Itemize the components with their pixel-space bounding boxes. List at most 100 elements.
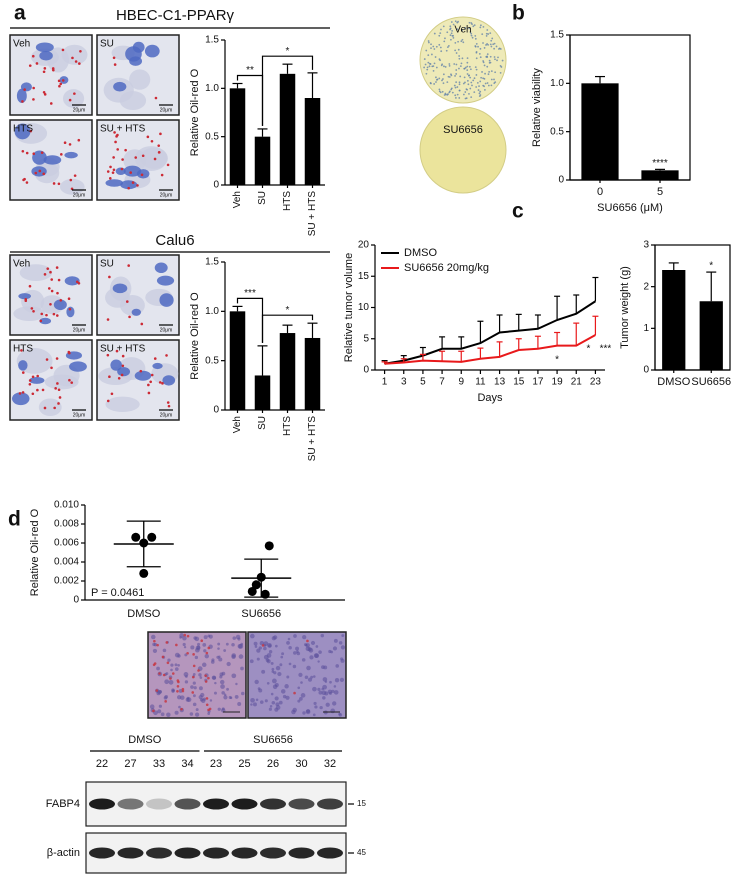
tissue-nucleus [201,662,207,668]
colony [441,79,443,82]
colony [470,81,473,84]
micrograph-label: HTS [13,344,33,355]
colony [496,59,498,62]
tissue-nucleus [315,645,319,648]
colony [446,81,449,84]
colony [477,45,479,48]
nucleus [53,299,67,311]
tissue-nucleus [231,642,235,647]
y-tick-label: 0.006 [54,538,79,549]
lipid-droplet [121,364,125,368]
colony [488,59,491,62]
colony [426,66,429,69]
tissue-nucleus [285,695,290,700]
lipid-droplet [114,140,117,144]
colony [430,43,432,46]
colony [479,56,482,59]
colony [455,81,458,84]
x-tick-label: 5 [420,377,426,388]
colony [482,25,485,28]
colony [456,21,459,24]
lipid-droplet [41,388,45,392]
lipid-droplet [106,318,110,321]
colony [483,47,486,49]
significance: * [709,261,713,272]
tissue-nucleus [249,659,254,664]
colony [458,81,461,84]
colony [454,49,457,52]
tissue-nucleus [223,693,227,696]
colony [482,42,484,44]
tissue-nucleus [209,699,213,702]
colony [449,25,452,28]
tissue-lipid [155,689,159,692]
nucleus [43,155,62,165]
colony [435,81,437,83]
tissue-nucleus [170,663,174,667]
lane-label: 30 [295,758,307,770]
tissue-nucleus [310,675,314,679]
lipid-droplet [45,358,49,361]
p-value: P = 0.0461 [91,587,144,599]
micrograph-label: SU [100,259,114,270]
lipid-droplet [78,62,81,65]
tissue-lipid [177,680,180,684]
lipid-droplet [106,353,110,357]
lipid-droplet [150,139,154,143]
tissue-nucleus [338,713,343,717]
colony [480,76,483,79]
significance: * [286,46,290,57]
y-tick-label: 0 [363,365,369,376]
nucleus [64,151,78,159]
x-tick-label: SU [257,191,268,205]
tissue-lipid [181,687,185,691]
x-tick-label: 23 [590,377,602,388]
lipid-droplet [42,70,46,74]
tissue-nucleus [152,648,158,654]
tissue-nucleus [223,649,227,652]
colony [423,58,426,60]
colony [470,34,473,37]
y-tick-label: 1 [643,323,649,334]
lane-label: 32 [324,758,336,770]
lipid-droplet [140,322,144,326]
lipid-droplet [67,297,71,301]
tissue-lipid [186,634,190,638]
scale-bar-label: 20μm [73,327,86,333]
tissue-nucleus [182,635,187,641]
colony [484,89,486,91]
y-tick-label: 2 [643,281,649,292]
y-tick-label: 1.5 [205,35,219,46]
micrograph-label: SU + HTS [100,344,146,355]
colony [433,83,436,85]
tissue-nucleus [321,687,324,691]
colony [471,36,474,39]
colony [471,23,473,25]
nucleus [14,123,31,140]
colony [466,61,469,64]
cytoplasm [119,91,147,111]
tissue-nucleus [322,696,326,700]
colony [470,32,473,35]
lipid-droplet [25,151,29,155]
colony [444,37,446,40]
colony [488,71,491,73]
lipid-droplet [28,379,32,382]
colony [484,72,486,75]
colony [467,83,470,86]
colony [493,78,495,81]
tissue-nucleus [280,689,286,694]
colony [447,44,450,47]
tissue-nucleus [302,634,307,640]
tissue-lipid [207,676,210,680]
blot-band [146,847,172,859]
lipid-droplet [121,158,124,161]
blot-band [89,798,115,810]
blot-band [203,847,229,859]
tissue-nucleus [220,684,225,689]
colony [466,69,469,72]
colony [459,75,462,78]
lane-label: 33 [153,758,165,770]
tissue-nucleus [331,689,335,694]
tissue-lipid [205,697,209,700]
